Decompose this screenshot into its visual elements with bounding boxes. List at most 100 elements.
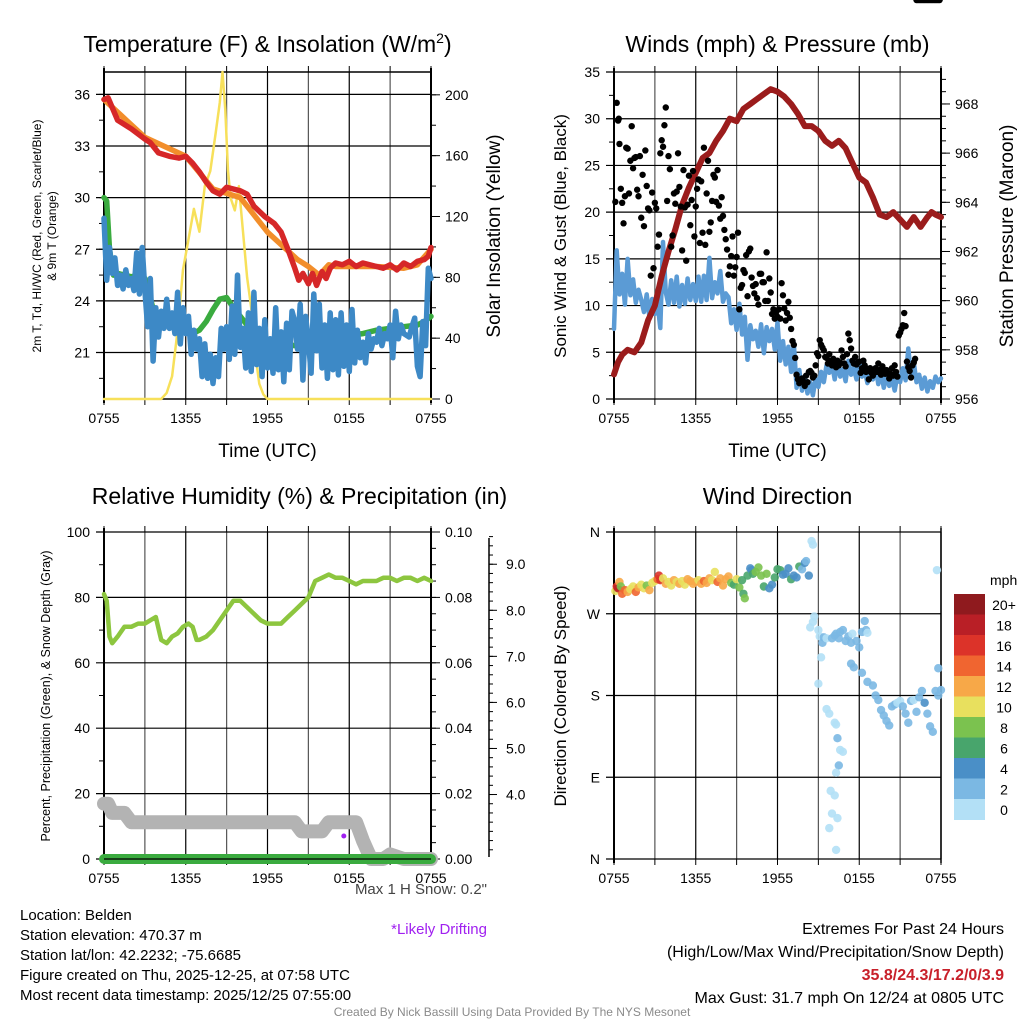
wind-direction-point [814, 679, 823, 688]
gust-point [663, 197, 671, 205]
wind-direction-point [831, 768, 841, 777]
gust-point [741, 269, 748, 277]
wind-direction-point [834, 761, 844, 770]
y-tick-label: W [587, 606, 601, 622]
gust-point [642, 147, 649, 154]
colorbar-label: 14 [996, 659, 1012, 675]
x-tick-label: 1355 [680, 410, 711, 426]
gust-point [696, 239, 704, 247]
x-tick-label: 1955 [762, 410, 793, 426]
wind-direction-point [912, 707, 921, 717]
chart-title: Wind Direction [703, 483, 853, 509]
x-tick-label: 1955 [762, 870, 793, 886]
gust-point [683, 257, 690, 264]
wind-direction-point [767, 580, 777, 589]
wind-direction-point [852, 636, 861, 646]
gust-point [689, 167, 697, 175]
colorbar-swatch [954, 737, 985, 759]
wind-direction-point [833, 733, 842, 743]
gust-point [865, 376, 872, 383]
gust-point [751, 290, 758, 297]
wind-direction-point [857, 668, 867, 677]
gust-point [763, 249, 770, 256]
gust-point [654, 243, 661, 250]
x-tick-label: 0155 [844, 870, 875, 886]
x-axis-label: Time (UTC) [728, 441, 827, 462]
gust-point [639, 171, 646, 178]
gust-point [911, 355, 919, 363]
wind-direction-point [833, 813, 842, 823]
gust-point [766, 275, 773, 282]
gust-point [640, 222, 648, 230]
colorbar-label: 6 [1000, 741, 1008, 757]
insolation-y2-tick-label: 120 [445, 208, 469, 224]
wind-direction-point [792, 573, 801, 582]
x-tick-label: 0755 [415, 410, 446, 426]
colorbar-label: 4 [1000, 761, 1008, 777]
gust-point [688, 196, 695, 204]
gust-point [700, 144, 708, 151]
gust-point [906, 367, 913, 375]
gust-point [869, 372, 877, 379]
latlon-label: Station lat/lon: 42.2232; -75.6685 [20, 947, 242, 964]
gust-point [703, 190, 710, 197]
wind-direction-point [754, 563, 763, 572]
x-tick-label: 0755 [88, 870, 119, 886]
wind-direction-point [770, 573, 779, 582]
gust-point [666, 165, 674, 173]
gust-point [787, 325, 795, 333]
gust-point [901, 309, 908, 317]
wind-direction-point [936, 685, 946, 695]
gust-point [907, 374, 915, 381]
wind-direction-point [810, 612, 819, 621]
gust-point [722, 236, 729, 243]
gust-point [648, 189, 656, 196]
credit-line: Created By Nick Bassill Using Data Provi… [333, 1005, 691, 1019]
wind-direction-point [917, 686, 927, 696]
gust-point [629, 165, 637, 172]
created-label: Figure created on Thu, 2025-12-25, at 07… [20, 967, 350, 984]
gust-point [643, 182, 650, 190]
gust-point [755, 301, 762, 308]
snow-tick-label: 7.0 [506, 648, 526, 664]
x-tick-label: 1955 [252, 410, 283, 426]
wind-direction-point [863, 628, 872, 638]
wind-direction-point [825, 823, 834, 833]
precip-y2-tick-label: 0.08 [445, 589, 472, 605]
colorbar-label: 12 [996, 679, 1012, 695]
wind-direction-point [898, 702, 908, 711]
gust-point [826, 350, 833, 358]
colorbar-swatch [954, 635, 985, 656]
colorbar-swatch [954, 614, 985, 636]
gust-point [753, 294, 761, 302]
snow-annotation: Max 1 H Snow: 0.2" [355, 880, 487, 900]
wind-direction-point [915, 693, 924, 702]
gust-point [894, 373, 901, 380]
precip-y2-tick-label: 0.04 [445, 720, 472, 736]
gust-point [616, 140, 623, 148]
max-snow-label: Max 1 H Snow: 0.2" [354, 881, 487, 898]
gust-point [692, 203, 699, 210]
gust-point [879, 363, 886, 370]
gust-point [673, 188, 680, 195]
gust-point [846, 336, 853, 344]
gust-point [781, 305, 788, 312]
precip-y2-tick-label: 0.00 [445, 851, 472, 867]
wind-direction-point [901, 709, 910, 718]
snow-tick-label: 6.0 [506, 694, 526, 710]
gust-point [812, 362, 819, 369]
colorbar-label: 2 [1000, 782, 1008, 798]
chart-title: Relative Humidity (%) & Precipitation (i… [92, 483, 507, 509]
wind-direction-point [814, 625, 823, 635]
y-tick-label: 21 [74, 345, 90, 361]
gust-point [891, 362, 898, 369]
gust-point [767, 289, 774, 296]
series-relative-humidity [101, 572, 434, 646]
gust-point [757, 270, 765, 278]
wind-direction-point [885, 721, 894, 730]
gust-point [725, 271, 732, 278]
x-tick-label: 0755 [925, 870, 956, 886]
colorbar-title: mph [990, 572, 1017, 588]
extremes-subtitle: (High/Low/Max Wind/Precipitation/Snow De… [666, 944, 1004, 961]
extremes-block: Extremes For Past 24 Hours (High/Low/Max… [667, 918, 1004, 1010]
